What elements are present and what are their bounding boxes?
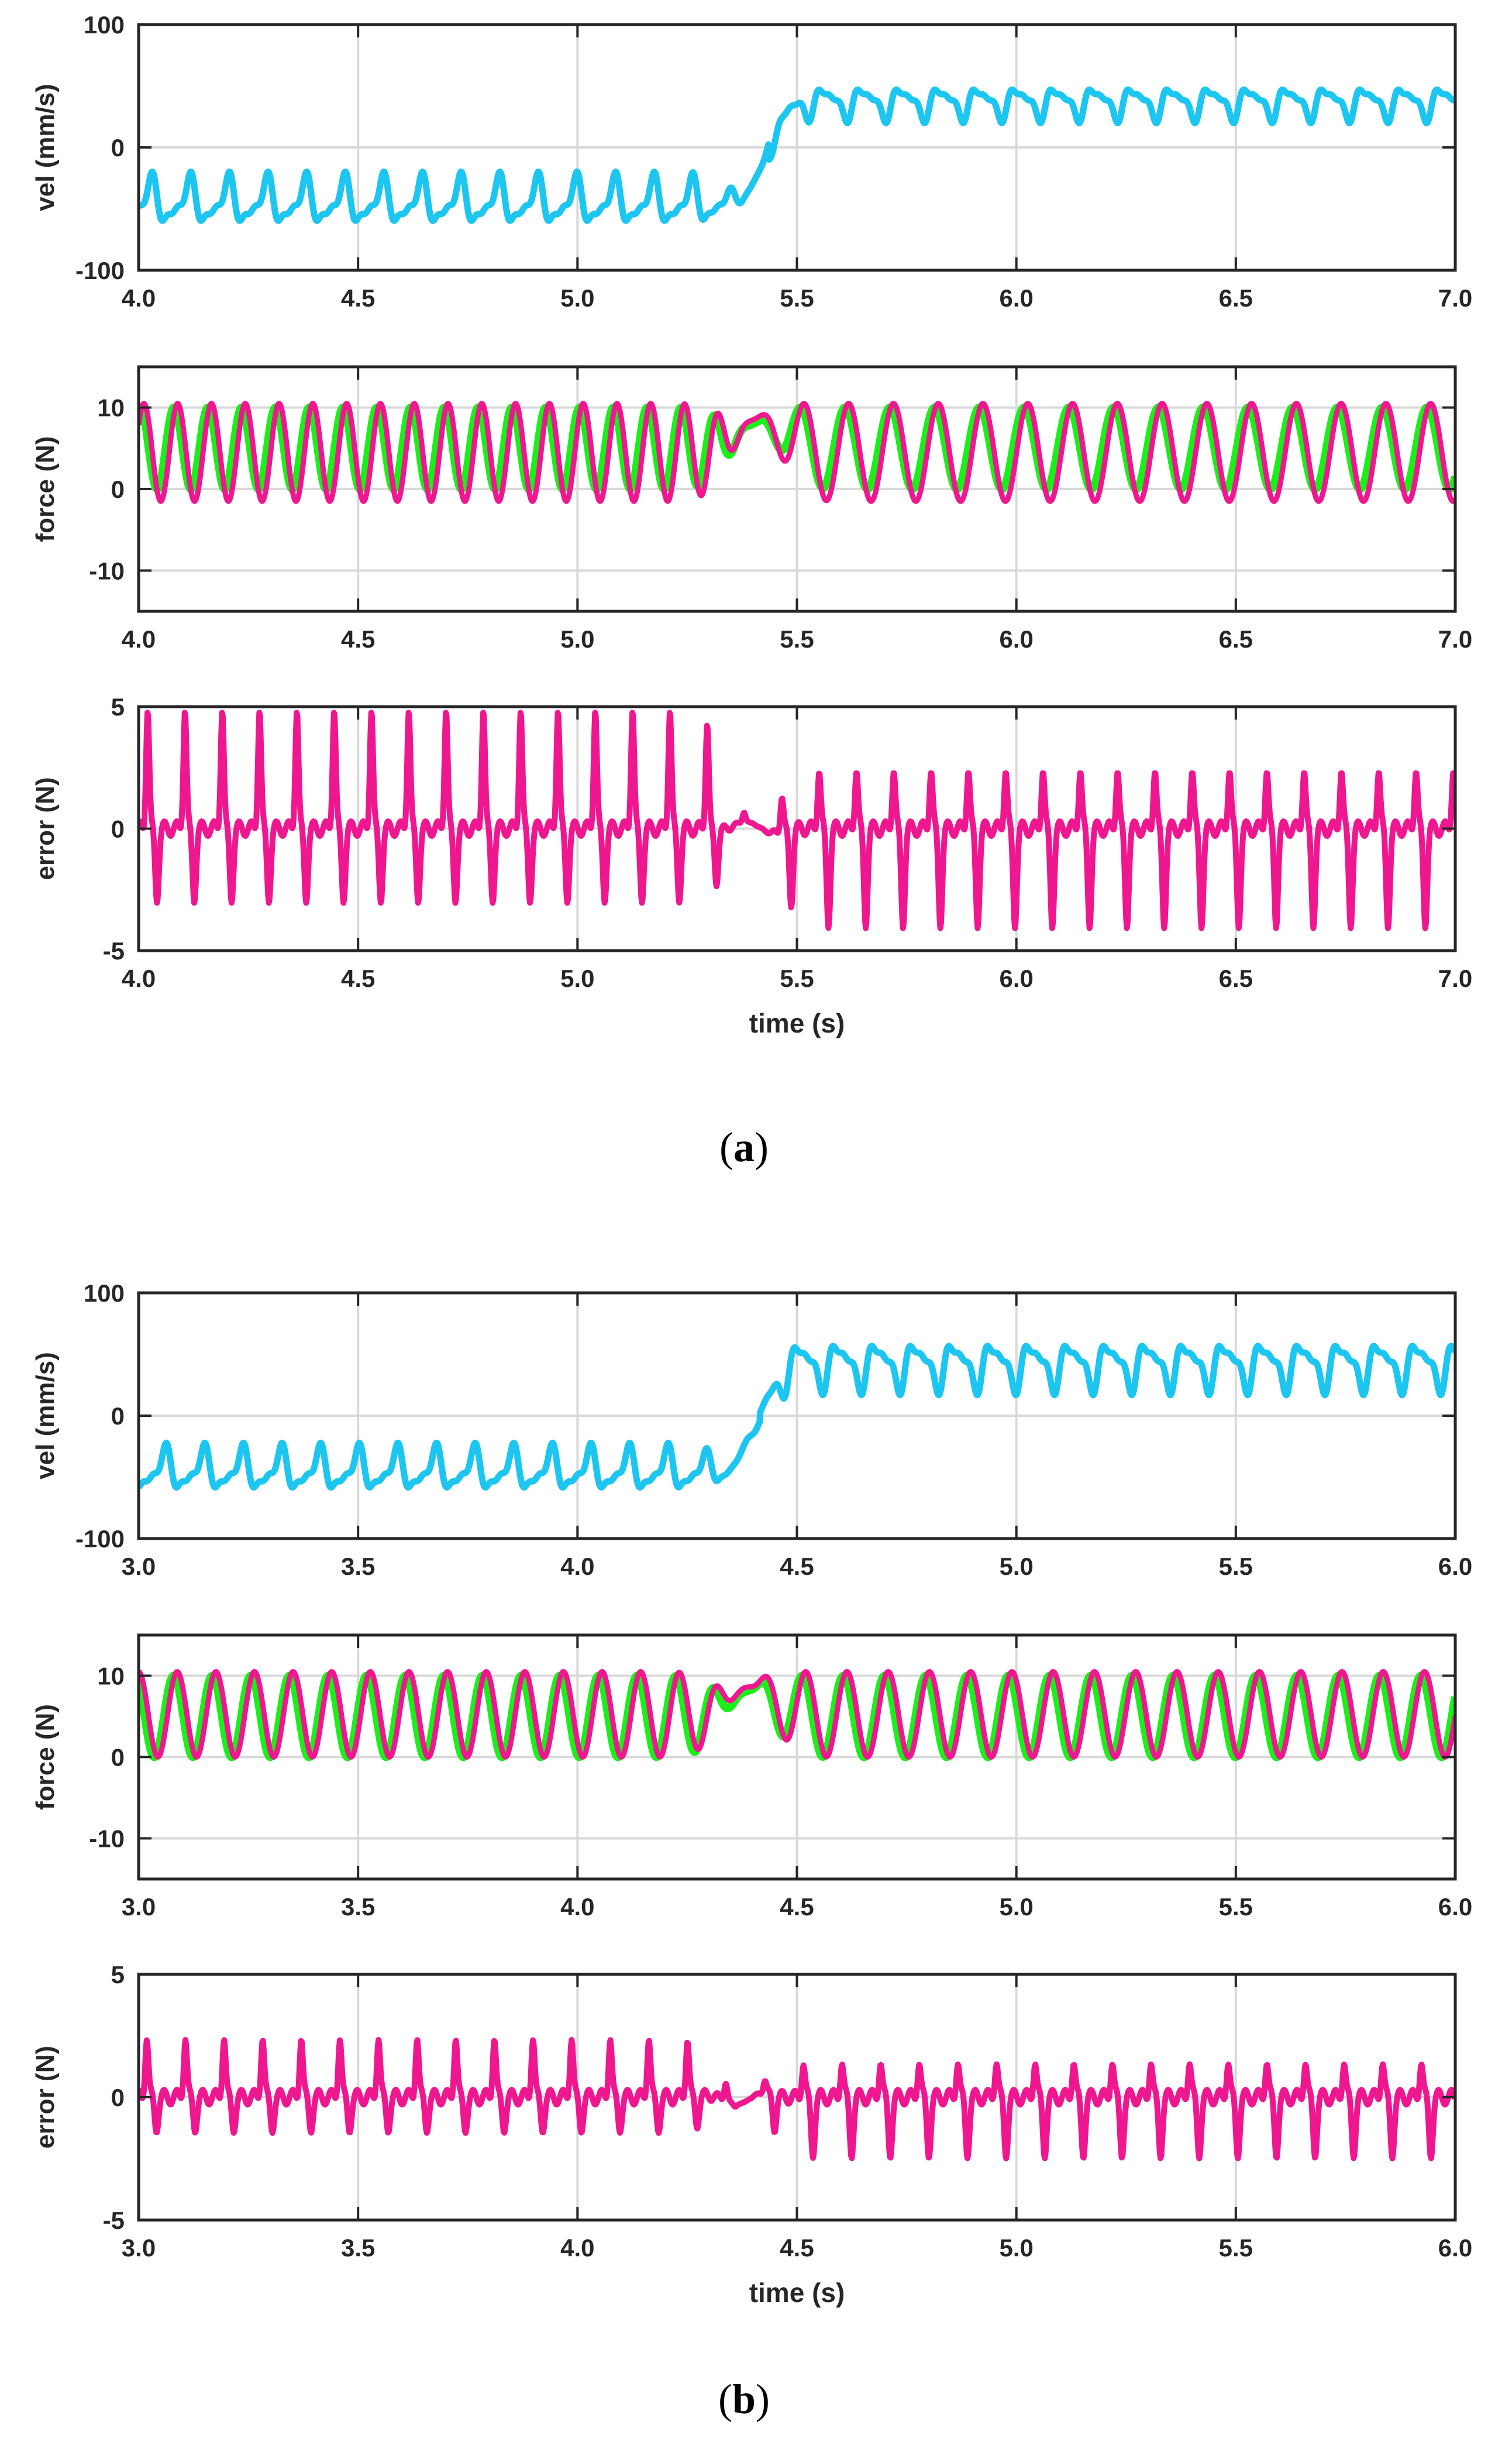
x-tick-label: 7.0 — [1438, 625, 1472, 653]
y-tick-label: 0 — [111, 2084, 125, 2111]
x-tick-label: 3.5 — [341, 1893, 375, 1921]
series-group — [139, 710, 1455, 931]
x-tick-label: 4.5 — [341, 284, 375, 312]
y-tick-label: 0 — [111, 815, 125, 843]
force-measured-line — [139, 401, 1455, 504]
x-tick-label: 5.0 — [560, 284, 594, 312]
y-tick-label: -100 — [75, 257, 125, 284]
x-tick-label: 6.0 — [999, 284, 1033, 312]
x-tick-label: 7.0 — [1438, 284, 1472, 312]
x-tick-label: 6.5 — [1219, 965, 1253, 992]
x-tick-label: 5.0 — [560, 625, 594, 653]
velocity-line — [139, 86, 1455, 224]
y-axis-label: vel (mm/s) — [31, 84, 60, 211]
y-tick-label: 10 — [97, 394, 125, 422]
y-tick-label: -100 — [75, 1525, 125, 1553]
x-tick-label: 5.5 — [1219, 1893, 1253, 1921]
y-tick-label: -5 — [103, 937, 125, 965]
x-tick-label: 4.0 — [122, 284, 156, 312]
x-tick-label: 5.0 — [999, 1893, 1033, 1921]
series-group — [139, 1343, 1455, 1491]
x-tick-label: 5.0 — [999, 2234, 1033, 2262]
velocity-line — [139, 1343, 1455, 1491]
x-tick-label: 5.5 — [780, 284, 814, 312]
subplot-b-3: 5 0 -53.0 3.5 4.0 4.5 5.0 5.5 6.0 error (N) time (… — [31, 1961, 1472, 2308]
x-tick-label: 4.5 — [341, 625, 375, 653]
x-tick-label: 4.5 — [780, 1893, 814, 1921]
x-tick-label: 4.5 — [780, 1553, 814, 1580]
y-tick-label: 5 — [111, 1961, 125, 1988]
x-axis-label: time (s) — [749, 2277, 845, 2308]
y-tick-label: 0 — [111, 1744, 125, 1771]
subplot-a-2: 10 0 -10 4.0 4.5 5.0 5.5 6.0 6.5 7.0 force (N) — [31, 365, 1472, 653]
subplot-b-2: 10 0 -10 3.0 3.5 4.0 4.5 5.0 5.5 6.0 force (N) — [31, 1633, 1472, 1921]
x-tick-label: 6.0 — [1438, 2234, 1472, 2262]
panel-caption-b: (b) — [718, 2376, 770, 2422]
panel-caption-a: (a) — [719, 1124, 769, 1171]
x-tick-label: 4.0 — [560, 1553, 594, 1580]
y-tick-label: 0 — [111, 1402, 125, 1430]
x-tick-label: 4.5 — [341, 965, 375, 992]
x-tick-label: 3.0 — [122, 1893, 156, 1921]
y-tick-label: -10 — [89, 1825, 125, 1853]
series-group — [139, 401, 1455, 504]
x-tick-label: 3.5 — [341, 2234, 375, 2262]
x-tick-label: 5.5 — [1219, 2234, 1253, 2262]
y-tick-label: 100 — [84, 1279, 125, 1307]
x-tick-label: 5.5 — [1219, 1553, 1253, 1580]
x-tick-label: 6.5 — [1219, 625, 1253, 653]
y-axis-label: force (N) — [31, 1704, 60, 1810]
x-tick-label: 6.0 — [999, 625, 1033, 653]
x-tick-label: 5.5 — [780, 965, 814, 992]
series-group — [139, 2037, 1455, 2162]
x-tick-label: 3.5 — [341, 1553, 375, 1580]
y-tick-label: 5 — [111, 693, 125, 721]
y-tick-label: -5 — [103, 2207, 125, 2234]
x-axis-label: time (s) — [749, 1008, 845, 1038]
force-measured-line — [139, 1669, 1455, 1760]
x-tick-label: 3.0 — [122, 2234, 156, 2262]
x-tick-label: 6.5 — [1219, 284, 1253, 312]
y-tick-label: 100 — [84, 11, 125, 39]
y-tick-label: 0 — [111, 134, 125, 161]
x-tick-label: 4.0 — [560, 2234, 594, 2262]
y-axis-label: error (N) — [31, 777, 60, 880]
x-tick-label: 4.0 — [122, 625, 156, 653]
x-tick-label: 4.0 — [122, 965, 156, 992]
x-tick-label: 5.0 — [999, 1553, 1033, 1580]
x-tick-label: 7.0 — [1438, 965, 1472, 992]
subplot-a-3: 5 0 -54.0 4.5 5.0 5.5 6.0 6.5 7.0 error (N) time (… — [31, 693, 1472, 1038]
x-tick-label: 5.5 — [780, 625, 814, 653]
y-tick-label: 0 — [111, 476, 125, 503]
x-tick-label: 3.0 — [122, 1553, 156, 1580]
y-axis-label: vel (mm/s) — [31, 1352, 60, 1479]
y-tick-label: 10 — [97, 1663, 125, 1690]
y-axis-label: error (N) — [31, 2046, 60, 2149]
y-axis-label: force (N) — [31, 436, 60, 542]
series-group — [139, 1669, 1455, 1761]
y-tick-label: -10 — [89, 557, 125, 584]
x-tick-label: 4.5 — [780, 2234, 814, 2262]
x-tick-label: 4.0 — [560, 1893, 594, 1921]
x-tick-label: 5.0 — [560, 965, 594, 992]
x-tick-label: 6.0 — [1438, 1893, 1472, 1921]
x-tick-label: 6.0 — [1438, 1553, 1472, 1580]
x-tick-label: 6.0 — [999, 965, 1033, 992]
series-group — [139, 86, 1455, 224]
error-line — [139, 2037, 1455, 2162]
error-line — [139, 710, 1455, 931]
